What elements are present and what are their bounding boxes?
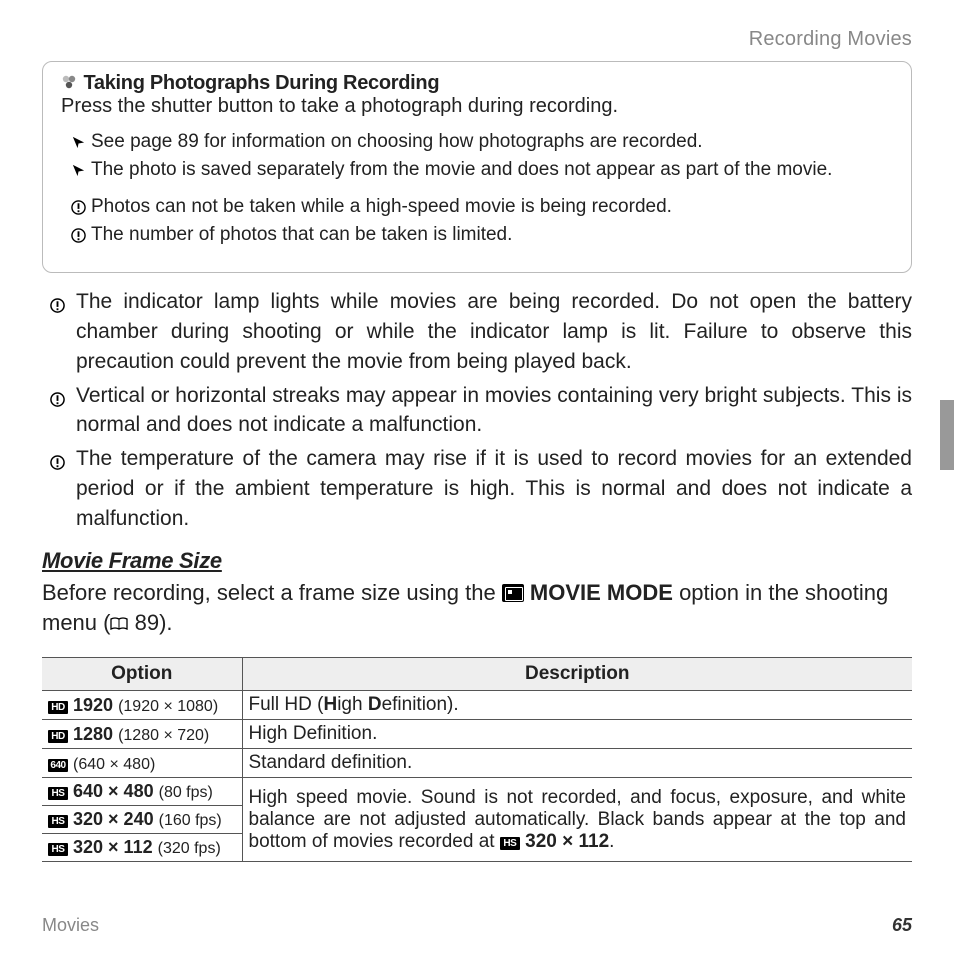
caution-icon	[46, 449, 68, 479]
th-option: Option	[42, 658, 242, 691]
option-cell: HD 1920 (1920 × 1080)	[42, 691, 242, 720]
warning-item: The temperature of the camera may rise i…	[46, 444, 912, 533]
para-mode: MOVIE MODE	[530, 580, 673, 605]
options-table: Option Description HD 1920 (1920 × 1080)…	[42, 657, 912, 862]
table-row: HS 640 × 480 (80 fps)High speed movie. S…	[42, 778, 912, 806]
tip-list: See page 89 for information on choosing …	[61, 128, 893, 183]
pointer-icon	[69, 131, 87, 159]
movie-mode-icon	[502, 584, 524, 602]
warning-text: The indicator lamp lights while movies a…	[76, 290, 912, 373]
caution-text: The number of photos that can be taken i…	[91, 224, 512, 245]
warning-text: The temperature of the camera may rise i…	[76, 447, 912, 530]
section-header: Recording Movies	[42, 28, 912, 51]
caution-text: Photos can not be taken while a high-spe…	[91, 196, 672, 217]
format-badge-icon: 640	[48, 759, 68, 772]
warning-item: The indicator lamp lights while movies a…	[46, 287, 912, 376]
section-paragraph: Before recording, select a frame size us…	[42, 578, 912, 640]
caution-icon	[69, 196, 87, 224]
table-row: HD 1920 (1920 × 1080)Full HD (High Defin…	[42, 691, 912, 720]
th-description: Description	[242, 658, 912, 691]
thumb-tab	[940, 400, 954, 470]
format-badge-icon: HD	[48, 730, 68, 743]
caution-item: Photos can not be taken while a high-spe…	[69, 193, 893, 221]
format-badge-icon: HS	[500, 837, 520, 850]
caution-list: Photos can not be taken while a high-spe…	[61, 193, 893, 248]
description-cell: High speed movie. Sound is not recorded,…	[242, 778, 912, 862]
caution-item: The number of photos that can be taken i…	[69, 221, 893, 249]
caution-icon	[46, 386, 68, 416]
format-badge-icon: HD	[48, 701, 68, 714]
pointer-icon	[69, 159, 87, 187]
caution-icon	[69, 224, 87, 252]
option-cell: 640 (640 × 480)	[42, 749, 242, 778]
tip-box: Taking Photographs During Recording Pres…	[42, 61, 912, 273]
tip-text: See page 89 for information on choosing …	[91, 131, 703, 152]
tip-item: The photo is saved separately from the m…	[69, 156, 893, 184]
footer-label: Movies	[42, 915, 99, 936]
format-badge-icon: HS	[48, 843, 68, 856]
tip-item: See page 89 for information on choosing …	[69, 128, 893, 156]
box-intro: Press the shutter button to take a photo…	[61, 95, 893, 118]
option-cell: HS 320 × 240 (160 fps)	[42, 806, 242, 834]
option-cell: HS 320 × 112 (320 fps)	[42, 834, 242, 862]
format-badge-icon: HS	[48, 815, 68, 828]
option-cell: HS 640 × 480 (80 fps)	[42, 778, 242, 806]
clover-icon	[61, 74, 79, 95]
book-icon	[110, 609, 128, 623]
table-row: 640 (640 × 480)Standard definition.	[42, 749, 912, 778]
description-cell: High Definition.	[242, 720, 912, 749]
page-number: 65	[892, 915, 912, 936]
section-heading: Movie Frame Size	[42, 548, 912, 574]
description-cell: Standard definition.	[242, 749, 912, 778]
warning-text: Vertical or horizontal streaks may appea…	[76, 384, 912, 437]
page-warnings: The indicator lamp lights while movies a…	[42, 287, 912, 534]
table-row: HD 1280 (1280 × 720)High Definition.	[42, 720, 912, 749]
description-cell: Full HD (High Definition).	[242, 691, 912, 720]
tip-text: The photo is saved separately from the m…	[91, 159, 832, 180]
page-footer: Movies 65	[42, 915, 912, 936]
caution-icon	[46, 292, 68, 322]
warning-item: Vertical or horizontal streaks may appea…	[46, 381, 912, 441]
option-cell: HD 1280 (1280 × 720)	[42, 720, 242, 749]
box-title: Taking Photographs During Recording	[83, 72, 439, 94]
format-badge-icon: HS	[48, 787, 68, 800]
para-page: 89).	[128, 610, 172, 635]
para-pre: Before recording, select a frame size us…	[42, 580, 502, 605]
